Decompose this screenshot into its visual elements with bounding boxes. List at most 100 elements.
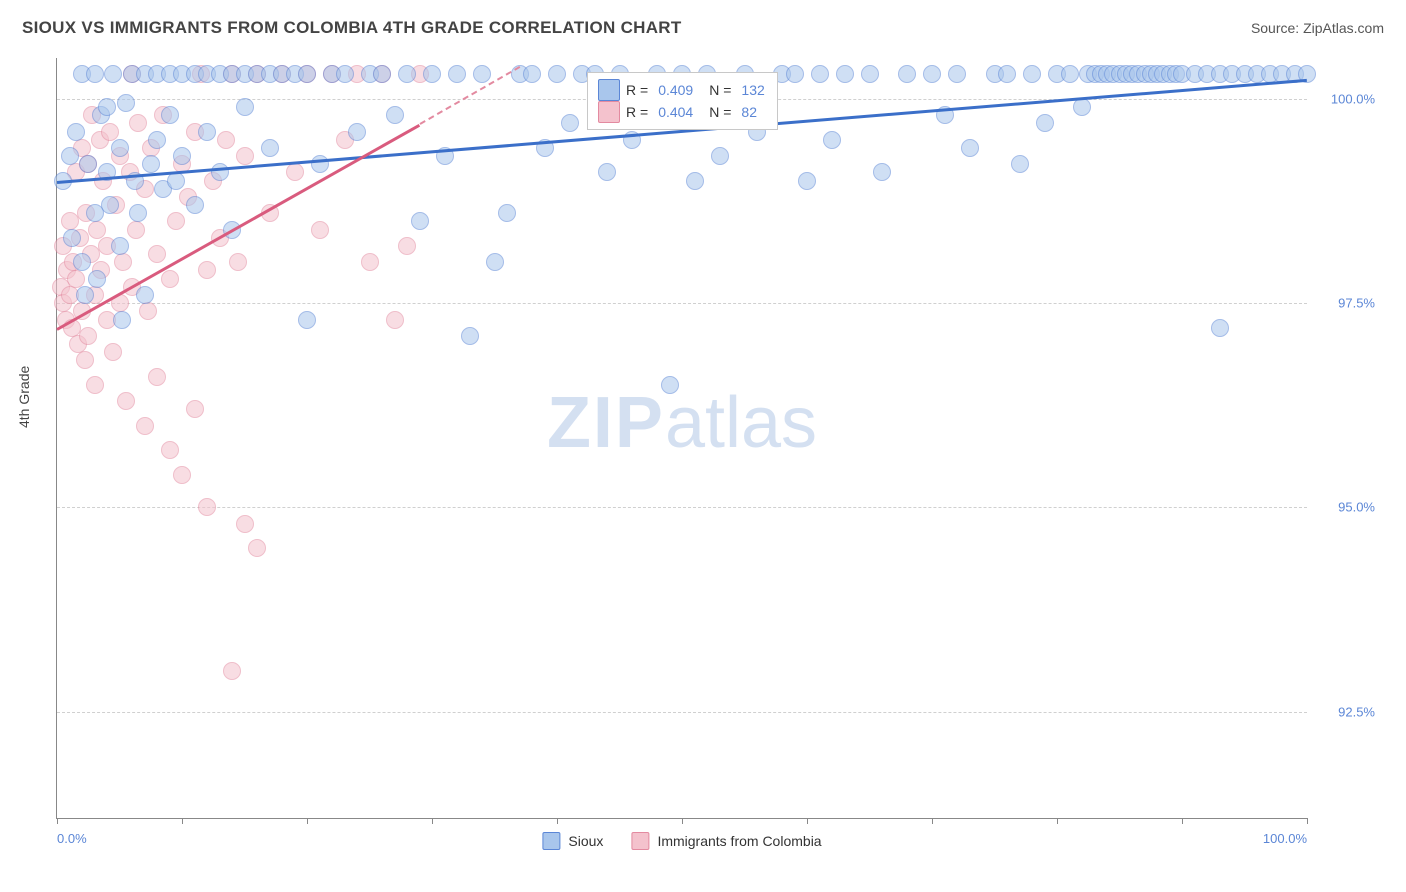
data-point-sioux bbox=[398, 65, 416, 83]
data-point-sioux bbox=[161, 106, 179, 124]
data-point-colombia bbox=[167, 212, 185, 230]
legend-item: Immigrants from Colombia bbox=[631, 832, 821, 850]
data-point-colombia bbox=[127, 221, 145, 239]
y-tick-label: 95.0% bbox=[1338, 500, 1375, 515]
data-point-sioux bbox=[498, 204, 516, 222]
legend-n-label: N = bbox=[709, 101, 731, 123]
x-tick bbox=[1307, 818, 1308, 824]
data-point-sioux bbox=[386, 106, 404, 124]
legend-stats: R =0.409N =132R = 0.404 N = 82 bbox=[587, 72, 778, 130]
x-tick bbox=[432, 818, 433, 824]
data-point-sioux bbox=[88, 270, 106, 288]
data-point-sioux bbox=[298, 65, 316, 83]
legend-swatch bbox=[598, 79, 620, 101]
legend-swatch bbox=[631, 832, 649, 850]
data-point-sioux bbox=[186, 196, 204, 214]
legend-n-value: 82 bbox=[741, 101, 757, 123]
legend-row: R =0.409N =132 bbox=[598, 79, 765, 101]
data-point-colombia bbox=[148, 245, 166, 263]
data-point-sioux bbox=[561, 114, 579, 132]
legend-swatch bbox=[598, 101, 620, 123]
x-tick bbox=[557, 818, 558, 824]
y-axis-label: 4th Grade bbox=[16, 366, 32, 428]
data-point-sioux bbox=[798, 172, 816, 190]
data-point-colombia bbox=[236, 515, 254, 533]
data-point-sioux bbox=[873, 163, 891, 181]
y-tick-label: 100.0% bbox=[1331, 91, 1375, 106]
data-point-sioux bbox=[961, 139, 979, 157]
data-point-colombia bbox=[114, 253, 132, 271]
x-tick bbox=[57, 818, 58, 824]
data-point-sioux bbox=[261, 139, 279, 157]
x-tick-label: 0.0% bbox=[57, 831, 87, 846]
legend-label: Immigrants from Colombia bbox=[657, 833, 821, 849]
data-point-sioux bbox=[686, 172, 704, 190]
data-point-sioux bbox=[823, 131, 841, 149]
x-tick bbox=[932, 818, 933, 824]
data-point-colombia bbox=[148, 368, 166, 386]
data-point-sioux bbox=[373, 65, 391, 83]
data-point-sioux bbox=[461, 327, 479, 345]
chart-title: SIOUX VS IMMIGRANTS FROM COLOMBIA 4TH GR… bbox=[22, 18, 682, 38]
data-point-colombia bbox=[76, 351, 94, 369]
data-point-sioux bbox=[1211, 319, 1229, 337]
data-point-colombia bbox=[229, 253, 247, 271]
data-point-colombia bbox=[129, 114, 147, 132]
legend-label: Sioux bbox=[568, 833, 603, 849]
data-point-sioux bbox=[129, 204, 147, 222]
y-tick-label: 97.5% bbox=[1338, 296, 1375, 311]
legend-row: R = 0.404 N = 82 bbox=[598, 101, 765, 123]
legend-r-label: R = bbox=[626, 101, 648, 123]
legend-n-value: 132 bbox=[741, 79, 764, 101]
x-tick bbox=[1182, 818, 1183, 824]
data-point-colombia bbox=[198, 498, 216, 516]
data-point-sioux bbox=[811, 65, 829, 83]
data-point-sioux bbox=[61, 147, 79, 165]
data-point-sioux bbox=[211, 163, 229, 181]
data-point-sioux bbox=[67, 123, 85, 141]
plot-area: ZIPatlas 92.5%95.0%97.5%100.0%0.0%100.0%… bbox=[56, 58, 1307, 819]
data-point-sioux bbox=[836, 65, 854, 83]
data-point-sioux bbox=[76, 286, 94, 304]
data-point-sioux bbox=[63, 229, 81, 247]
source-name: ZipAtlas.com bbox=[1303, 20, 1384, 36]
data-point-sioux bbox=[117, 94, 135, 112]
data-point-sioux bbox=[111, 139, 129, 157]
data-point-sioux bbox=[923, 65, 941, 83]
legend-swatch bbox=[542, 832, 560, 850]
data-point-sioux bbox=[336, 65, 354, 83]
data-point-sioux bbox=[548, 65, 566, 83]
x-tick bbox=[182, 818, 183, 824]
data-point-sioux bbox=[473, 65, 491, 83]
data-point-sioux bbox=[786, 65, 804, 83]
data-point-colombia bbox=[311, 221, 329, 239]
data-point-colombia bbox=[139, 302, 157, 320]
legend-r-value: 0.404 bbox=[658, 101, 693, 123]
legend-item: Sioux bbox=[542, 832, 603, 850]
legend-r-value: 0.409 bbox=[658, 79, 693, 101]
gridline bbox=[57, 712, 1307, 713]
data-point-sioux bbox=[711, 147, 729, 165]
gridline bbox=[57, 303, 1307, 304]
data-point-sioux bbox=[173, 147, 191, 165]
data-point-sioux bbox=[136, 286, 154, 304]
data-point-sioux bbox=[523, 65, 541, 83]
data-point-colombia bbox=[236, 147, 254, 165]
data-point-sioux bbox=[898, 65, 916, 83]
data-point-colombia bbox=[88, 221, 106, 239]
data-point-colombia bbox=[286, 163, 304, 181]
watermark: ZIPatlas bbox=[547, 382, 817, 464]
data-point-colombia bbox=[86, 376, 104, 394]
data-point-sioux bbox=[348, 123, 366, 141]
data-point-colombia bbox=[248, 539, 266, 557]
data-point-colombia bbox=[198, 261, 216, 279]
data-point-colombia bbox=[361, 253, 379, 271]
data-point-colombia bbox=[79, 327, 97, 345]
data-point-colombia bbox=[161, 270, 179, 288]
data-point-sioux bbox=[101, 196, 119, 214]
data-point-colombia bbox=[117, 392, 135, 410]
data-point-colombia bbox=[173, 466, 191, 484]
watermark-zip: ZIP bbox=[547, 383, 665, 463]
data-point-colombia bbox=[136, 417, 154, 435]
data-point-sioux bbox=[311, 155, 329, 173]
